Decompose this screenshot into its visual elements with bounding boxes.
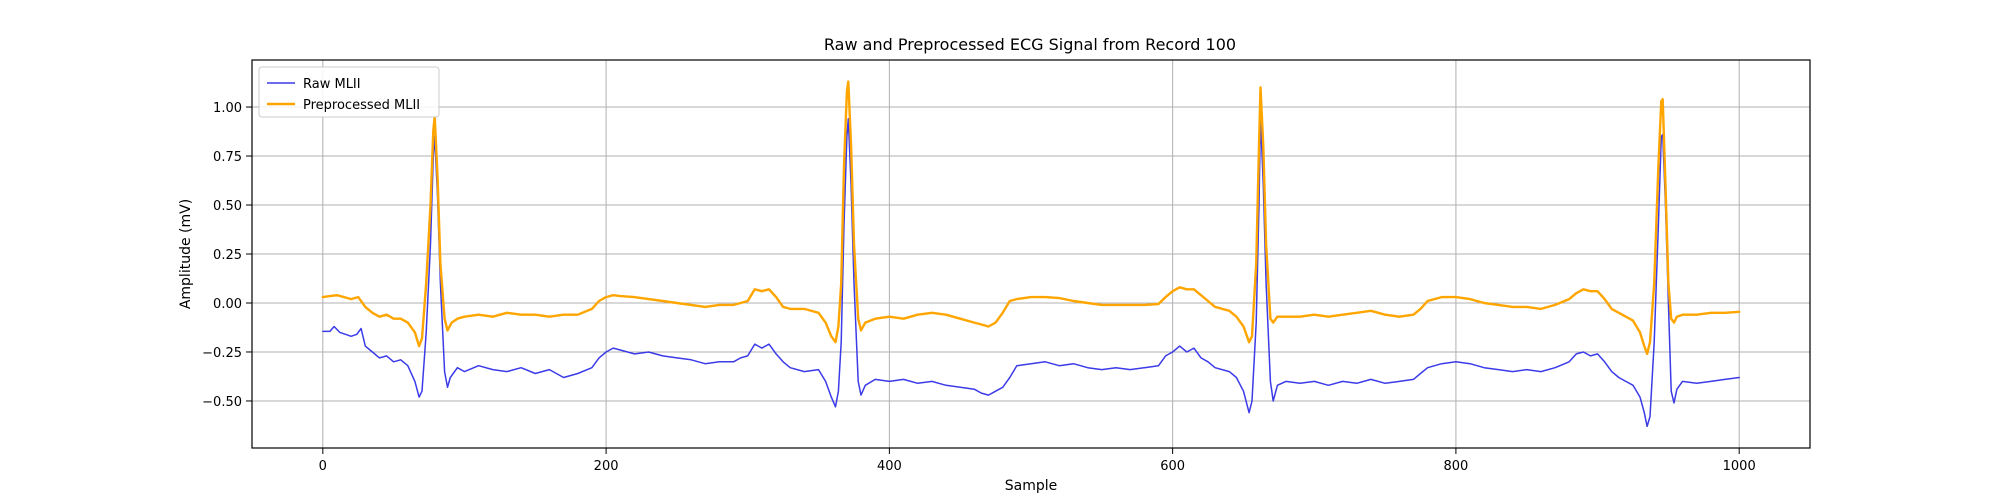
legend: Raw MLII Preprocessed MLII [258,66,440,118]
y-axis: −0.50 −0.25 0.00 0.25 0.50 0.75 1.00 [202,101,252,410]
x-tick-label: 400 [877,459,902,474]
x-axis-title: Sample [1005,478,1058,494]
legend-label: Raw MLII [303,77,361,92]
y-tick-label: 0.75 [213,150,242,165]
x-tick-label: 1000 [1723,459,1756,474]
x-tick-label: 600 [1160,459,1185,474]
y-tick-label: 0.25 [213,248,242,263]
y-tick-label: 0.50 [213,199,242,214]
x-axis: 0 200 400 600 800 1000 [319,448,1756,474]
series-line-preprocessed-mlii [321,80,1741,356]
y-tick-label: 0.00 [213,297,242,312]
y-tick-label: −0.25 [202,346,242,361]
chart-title: Raw and Preprocessed ECG Signal from Rec… [824,35,1236,54]
legend-box [258,66,440,118]
y-tick-label: 1.00 [213,101,242,116]
x-tick-label: 800 [1443,459,1468,474]
series-lines [321,80,1741,428]
y-axis-title: Amplitude (mV) [178,199,194,309]
series-line-raw-mlii [322,116,1740,428]
legend-label: Preprocessed MLII [303,98,420,113]
grid [252,60,1810,448]
x-tick-label: 200 [594,459,619,474]
y-tick-label: −0.50 [202,395,242,410]
x-tick-label: 0 [319,459,327,474]
